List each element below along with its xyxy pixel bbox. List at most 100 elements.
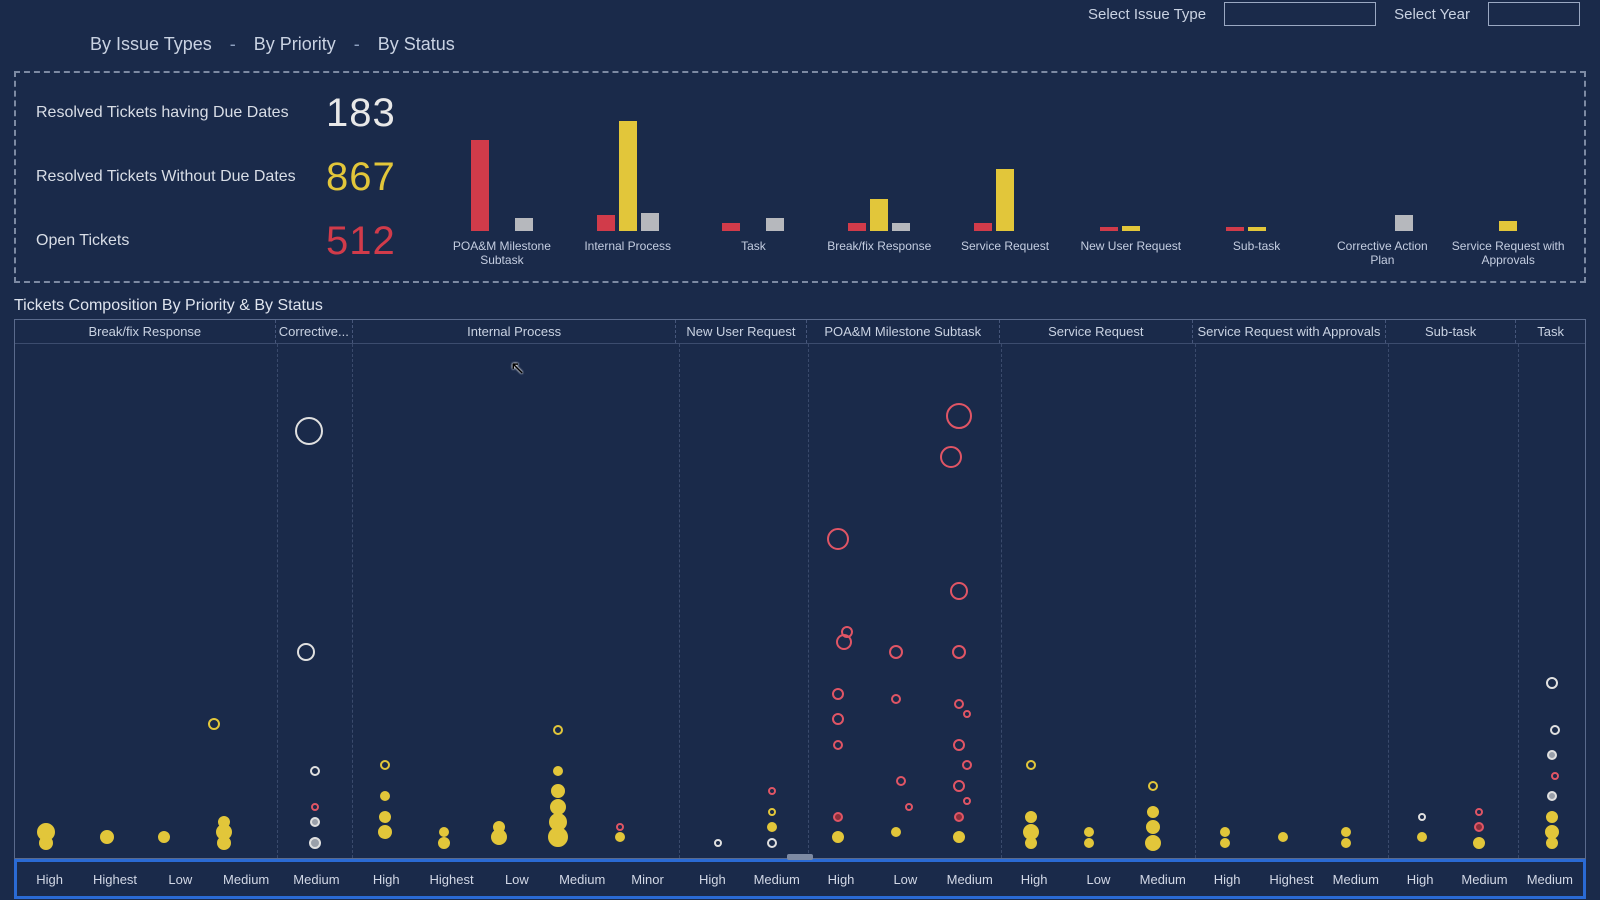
scatter-point[interactable] <box>827 528 849 550</box>
scatter-point[interactable] <box>952 645 966 659</box>
xaxis-label[interactable]: Medium <box>1131 872 1195 887</box>
xaxis-label[interactable]: Medium <box>550 872 615 887</box>
xaxis-label[interactable]: High <box>809 872 873 887</box>
xaxis-label[interactable]: High <box>354 872 419 887</box>
scatter-column-header[interactable]: Sub-task <box>1386 320 1516 343</box>
scatter-column-header[interactable]: Service Request with Approvals <box>1193 320 1386 343</box>
bar-group[interactable]: POA&M Milestone Subtask <box>444 101 560 269</box>
scatter-point[interactable] <box>1547 791 1557 801</box>
scatter-point[interactable] <box>1146 820 1160 834</box>
scatter-point[interactable] <box>310 766 320 776</box>
scatter-point[interactable] <box>1473 837 1485 849</box>
scatter-point[interactable] <box>832 688 844 700</box>
scatter-point[interactable] <box>379 811 391 823</box>
filter-issue-select[interactable] <box>1224 2 1376 26</box>
xaxis-label[interactable]: Low <box>148 872 213 887</box>
bar[interactable] <box>619 121 637 232</box>
scatter-point[interactable] <box>297 643 315 661</box>
scatter-point[interactable] <box>1147 806 1159 818</box>
scatter-point[interactable] <box>380 760 390 770</box>
xaxis-label[interactable]: Highest <box>82 872 147 887</box>
scatter-point[interactable] <box>616 823 624 831</box>
scatter-point[interactable] <box>832 713 844 725</box>
bar[interactable] <box>641 213 659 231</box>
scatter-column-header[interactable]: Service Request <box>1000 320 1193 343</box>
scatter-point[interactable] <box>380 791 390 801</box>
scatter-point[interactable] <box>950 582 968 600</box>
scatter-point[interactable] <box>1025 811 1037 823</box>
scatter-column-header[interactable]: Internal Process <box>353 320 676 343</box>
scatter-point[interactable] <box>1546 811 1558 823</box>
scatter-body[interactable] <box>15 344 1585 858</box>
scatter-point[interactable] <box>311 803 319 811</box>
scatter-point[interactable] <box>714 839 722 847</box>
scatter-point[interactable] <box>310 817 320 827</box>
xaxis-label[interactable]: Medium <box>1324 872 1388 887</box>
bar-group[interactable]: New User Request <box>1073 101 1189 269</box>
scatter-point[interactable] <box>767 822 777 832</box>
bar[interactable] <box>515 218 533 231</box>
scatter-point[interactable] <box>768 787 776 795</box>
scatter-point[interactable] <box>1220 838 1230 848</box>
scatter-point[interactable] <box>1417 832 1427 842</box>
xaxis-label[interactable]: Highest <box>419 872 484 887</box>
scatter-point[interactable] <box>954 699 964 709</box>
bar[interactable] <box>996 169 1014 231</box>
bar[interactable] <box>848 223 866 231</box>
scatter-point[interactable] <box>767 838 777 848</box>
scatter-point[interactable] <box>953 831 965 843</box>
scatter-point[interactable] <box>963 797 971 805</box>
scatter-point[interactable] <box>1546 677 1558 689</box>
xaxis-label[interactable]: High <box>1388 872 1452 887</box>
bar-group[interactable]: Break/fix Response <box>821 101 937 269</box>
scatter-point[interactable] <box>217 836 231 850</box>
bar[interactable] <box>1248 227 1266 231</box>
scatter-point[interactable] <box>946 403 972 429</box>
scatter-point[interactable] <box>615 832 625 842</box>
xaxis-label[interactable]: Medium <box>1452 872 1516 887</box>
xaxis-label[interactable]: Low <box>873 872 937 887</box>
scatter-xaxis[interactable]: HighHighestLowMediumMediumHighHighestLow… <box>14 859 1586 899</box>
scatter-point[interactable] <box>905 803 913 811</box>
xaxis-label[interactable]: High <box>1195 872 1259 887</box>
scatter-point[interactable] <box>953 780 965 792</box>
bar[interactable] <box>471 140 489 231</box>
scatter-point[interactable] <box>1084 838 1094 848</box>
resize-handle-icon[interactable] <box>787 854 813 860</box>
scatter-point[interactable] <box>889 645 903 659</box>
scatter-point[interactable] <box>1025 837 1037 849</box>
xaxis-label[interactable]: Low <box>484 872 549 887</box>
scatter-point[interactable] <box>1418 813 1426 821</box>
scatter-point[interactable] <box>1341 838 1351 848</box>
scatter-point[interactable] <box>832 831 844 843</box>
scatter-column-header[interactable]: Break/fix Response <box>15 320 276 343</box>
scatter-point[interactable] <box>1551 772 1559 780</box>
xaxis-label[interactable]: High <box>1002 872 1066 887</box>
scatter-point[interactable] <box>954 812 964 822</box>
scatter-point[interactable] <box>551 784 565 798</box>
kpi-bar-chart[interactable]: POA&M Milestone SubtaskInternal ProcessT… <box>436 81 1574 273</box>
scatter-point[interactable] <box>891 827 901 837</box>
scatter-point[interactable] <box>1278 832 1288 842</box>
scatter-point[interactable] <box>1550 725 1560 735</box>
scatter-point[interactable] <box>1084 827 1094 837</box>
scatter-point[interactable] <box>491 829 507 845</box>
bar[interactable] <box>1100 227 1118 231</box>
scatter-point[interactable] <box>39 836 53 850</box>
scatter-column-header[interactable]: Task <box>1516 320 1585 343</box>
scatter-point[interactable] <box>768 808 776 816</box>
bar[interactable] <box>870 199 888 232</box>
scatter-point[interactable] <box>962 760 972 770</box>
scatter-point[interactable] <box>940 446 962 468</box>
bar-group[interactable]: Internal Process <box>570 101 686 269</box>
xaxis-label[interactable]: Medium <box>745 872 809 887</box>
bar[interactable] <box>1226 227 1244 231</box>
bar[interactable] <box>1499 221 1517 231</box>
bar[interactable] <box>766 218 784 231</box>
scatter-point[interactable] <box>295 417 323 445</box>
xaxis-label[interactable]: Medium <box>213 872 279 887</box>
xaxis-label[interactable]: Medium <box>279 872 353 887</box>
scatter-point[interactable] <box>378 825 392 839</box>
scatter-point[interactable] <box>1026 760 1036 770</box>
xaxis-label[interactable]: Highest <box>1259 872 1323 887</box>
